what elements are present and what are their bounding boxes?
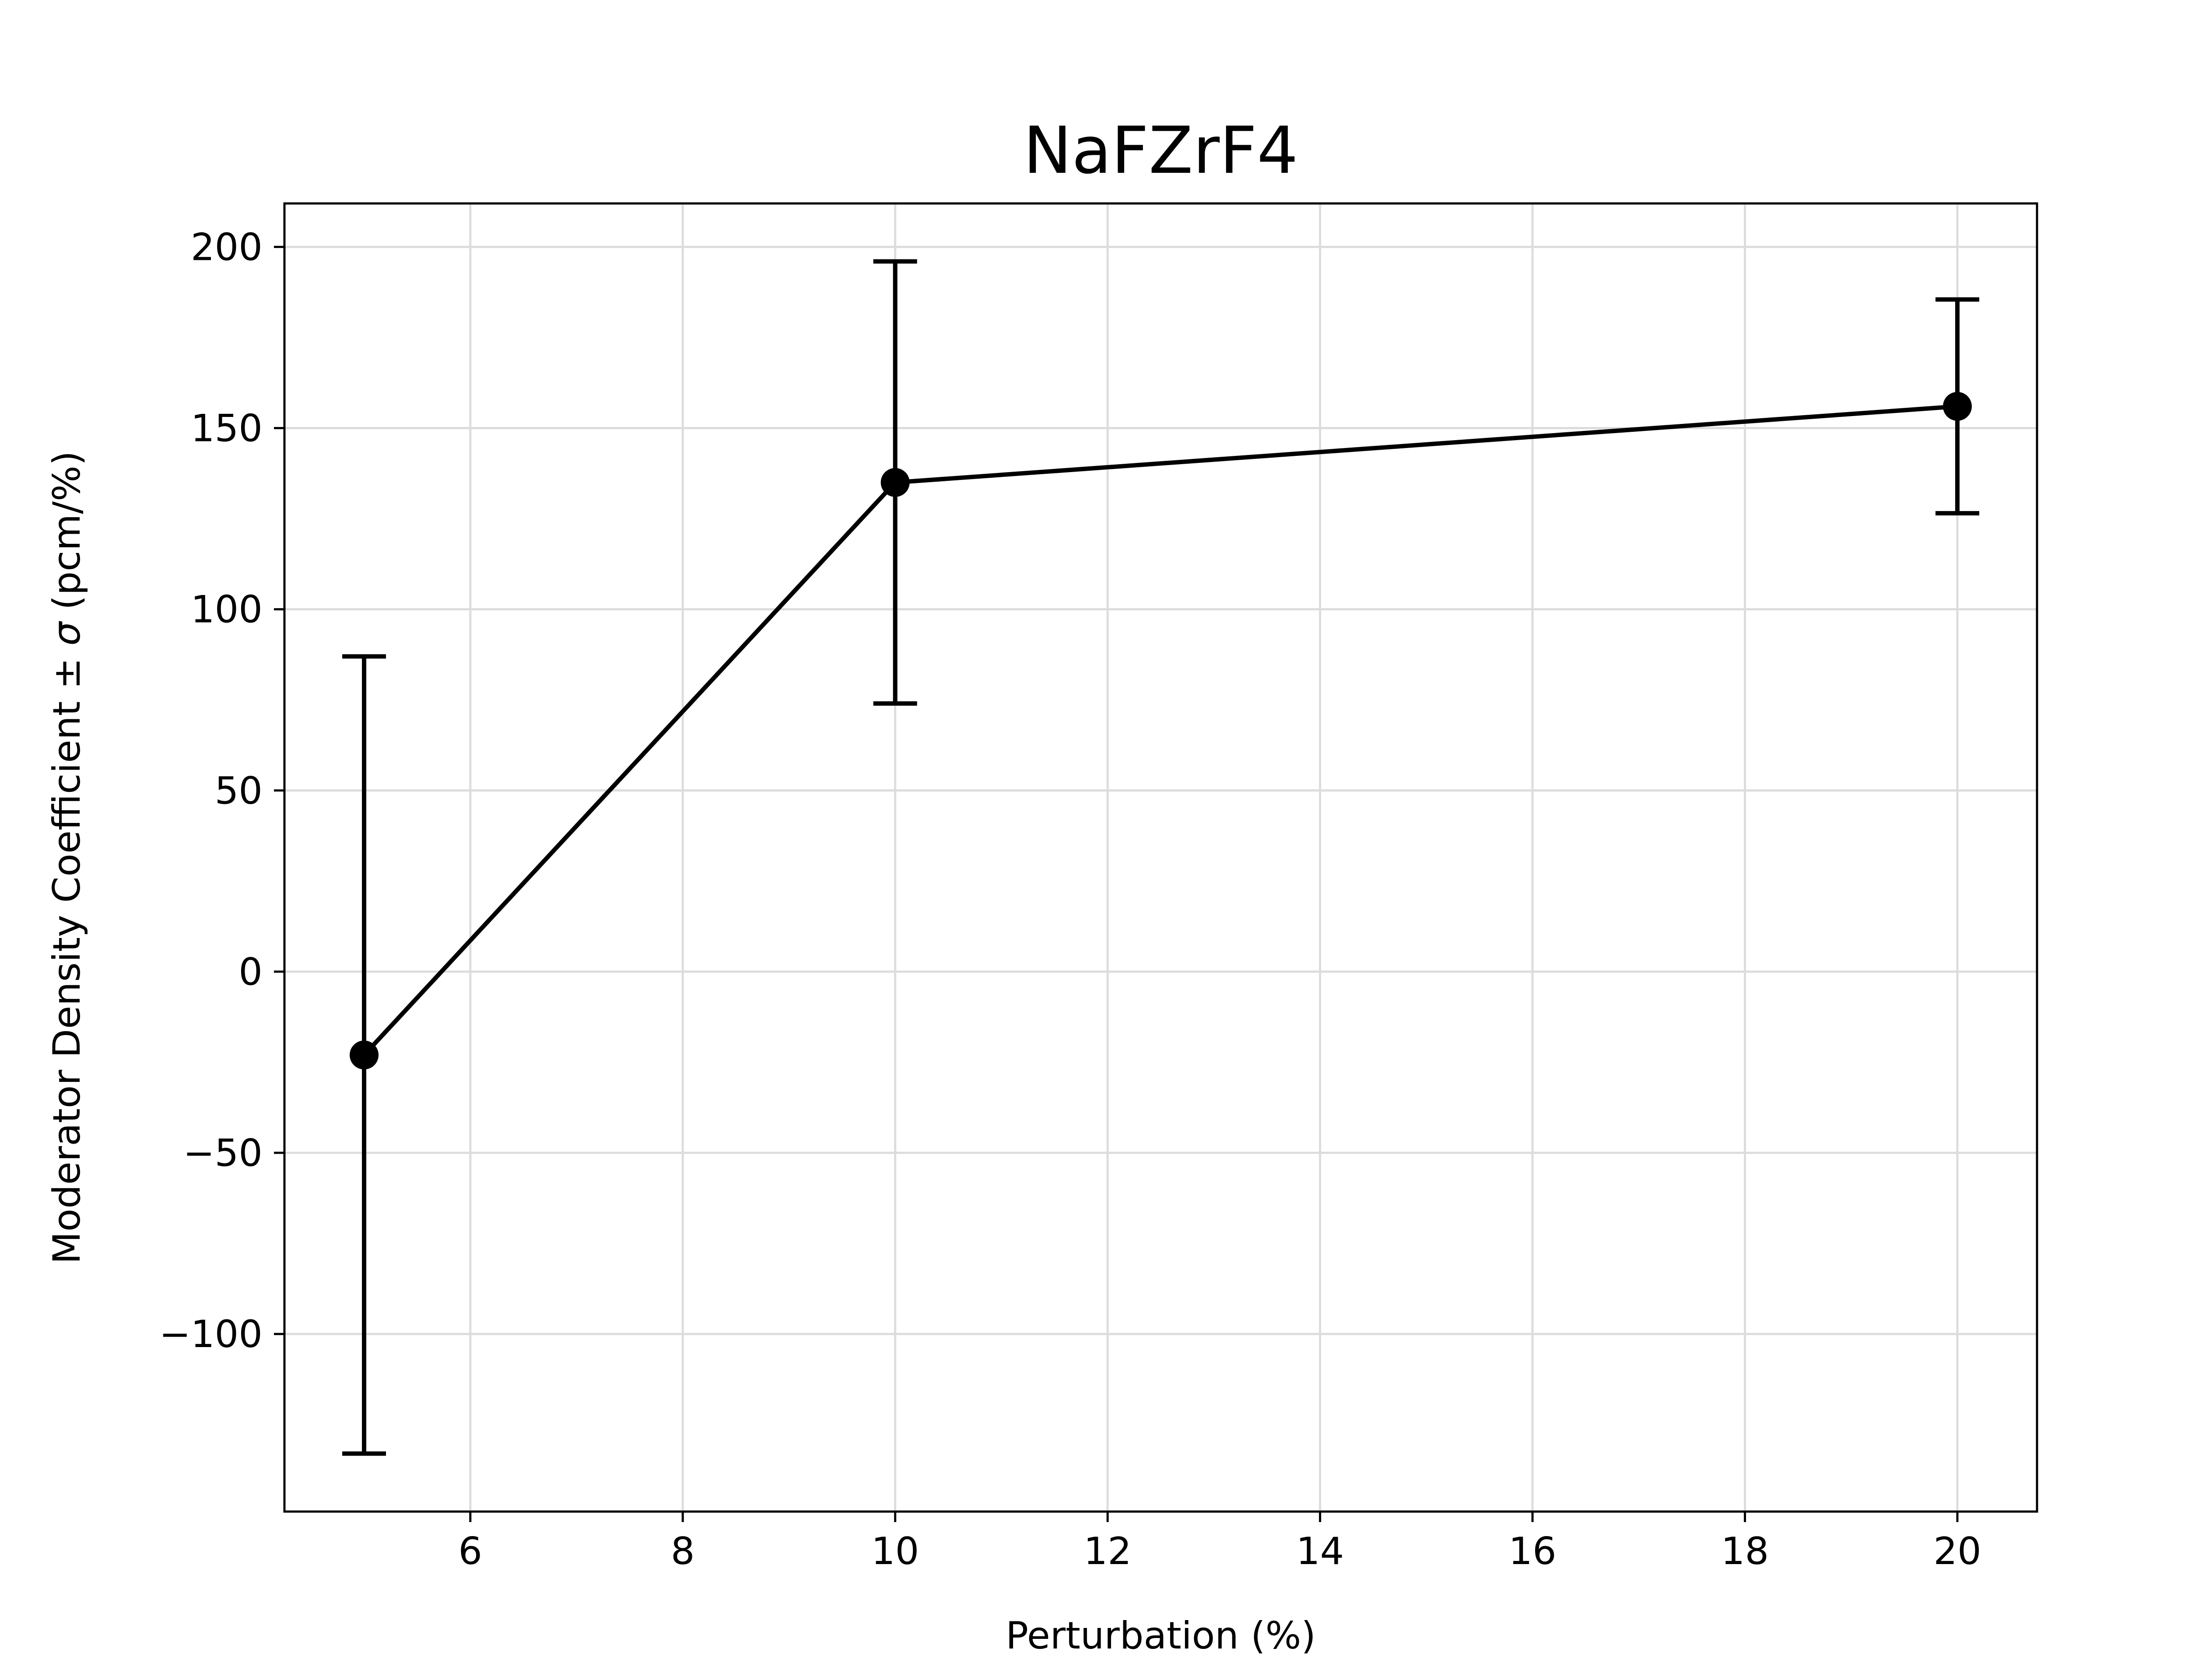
y-axis-label: Moderator Density Coefficient ± σ (pcm/%… [45, 451, 89, 1264]
y-axis-label-suffix: (pcm/%) [45, 451, 89, 622]
y-axis-label-prefix: Moderator Density Coefficient ± [45, 646, 89, 1264]
x-tick-label: 18 [1721, 1530, 1769, 1573]
data-point [1943, 392, 1972, 421]
x-tick-label: 12 [1083, 1530, 1131, 1573]
y-tick-label: 50 [215, 769, 263, 813]
y-tick-label: −50 [183, 1131, 263, 1175]
data-point [350, 1040, 379, 1070]
x-tick-label: 6 [458, 1530, 482, 1573]
y-tick-label: −100 [159, 1312, 263, 1356]
x-tick-label: 8 [671, 1530, 695, 1573]
x-tick-label: 16 [1508, 1530, 1556, 1573]
y-tick-label: 150 [191, 407, 263, 451]
x-tick-label: 10 [871, 1530, 919, 1573]
y-tick-label: 200 [191, 225, 263, 269]
chart-title: NaFZrF4 [1023, 113, 1298, 188]
series-line [362, 404, 1958, 1057]
y-axis: −100 −50 0 50 100 150 200 [159, 225, 284, 1356]
y-tick-label: 100 [191, 588, 263, 632]
x-axis-label: Perturbation (%) [1006, 1614, 1316, 1658]
y-tick-label: 0 [238, 950, 263, 994]
grid [284, 203, 2037, 1512]
x-tick-label: 20 [1933, 1530, 1981, 1573]
data-point [880, 468, 910, 497]
x-axis: 6 8 10 12 14 16 18 20 [458, 1512, 1981, 1573]
plot-frame [283, 202, 2038, 1513]
x-tick-label: 14 [1296, 1530, 1344, 1573]
y-axis-label-sigma: σ [45, 621, 89, 646]
series-layer [342, 259, 1979, 1456]
